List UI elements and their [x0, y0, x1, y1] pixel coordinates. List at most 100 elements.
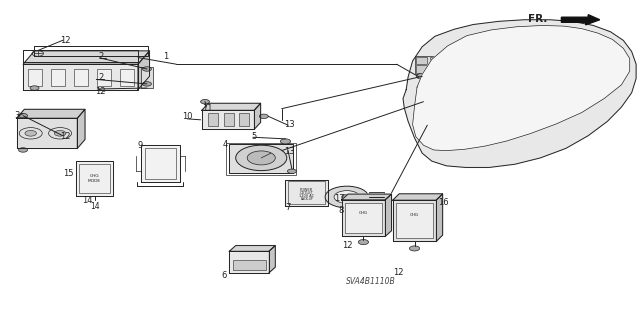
- Polygon shape: [254, 103, 260, 129]
- Text: 12: 12: [95, 87, 106, 96]
- Text: FR.: FR.: [528, 14, 547, 24]
- Text: 12: 12: [60, 36, 70, 45]
- Text: 2: 2: [99, 73, 104, 82]
- Text: OUTLET: OUTLET: [300, 190, 314, 195]
- Text: 11: 11: [202, 104, 212, 113]
- Polygon shape: [393, 200, 436, 241]
- Bar: [145, 148, 175, 179]
- Text: 15: 15: [63, 169, 74, 178]
- Bar: [79, 164, 110, 193]
- Bar: [288, 182, 325, 204]
- Text: 16: 16: [438, 198, 449, 207]
- Text: 12: 12: [393, 268, 403, 277]
- Polygon shape: [17, 109, 85, 118]
- Circle shape: [236, 145, 287, 171]
- Circle shape: [280, 139, 291, 144]
- Polygon shape: [202, 103, 260, 110]
- Bar: [141, 67, 153, 88]
- Text: POWER: POWER: [300, 188, 313, 192]
- Polygon shape: [393, 194, 443, 200]
- Text: 6: 6: [221, 271, 227, 280]
- Text: SVA4B1110B: SVA4B1110B: [346, 277, 396, 286]
- Circle shape: [259, 114, 268, 119]
- Circle shape: [342, 195, 352, 199]
- Bar: [28, 69, 42, 86]
- Bar: [369, 192, 385, 202]
- Polygon shape: [229, 251, 269, 273]
- Text: 9: 9: [138, 141, 143, 150]
- Circle shape: [422, 123, 433, 128]
- Bar: [415, 56, 440, 74]
- Bar: [226, 143, 296, 175]
- Polygon shape: [413, 26, 630, 151]
- Circle shape: [325, 186, 369, 208]
- Bar: [229, 144, 293, 173]
- Bar: [345, 203, 382, 233]
- Polygon shape: [285, 180, 328, 205]
- Polygon shape: [138, 51, 150, 90]
- Text: 13: 13: [284, 147, 294, 156]
- Polygon shape: [76, 161, 113, 196]
- Circle shape: [19, 114, 28, 118]
- Text: 4: 4: [223, 140, 228, 149]
- Bar: [430, 57, 439, 64]
- Circle shape: [419, 99, 429, 104]
- Bar: [430, 65, 439, 73]
- Circle shape: [247, 151, 275, 165]
- Circle shape: [419, 114, 451, 130]
- Polygon shape: [229, 246, 275, 251]
- Bar: [120, 69, 134, 86]
- Bar: [74, 69, 88, 86]
- Bar: [416, 57, 428, 64]
- Polygon shape: [403, 20, 636, 167]
- Circle shape: [54, 130, 66, 136]
- Text: 120V AC: 120V AC: [299, 194, 314, 198]
- Circle shape: [25, 130, 36, 136]
- Polygon shape: [385, 194, 392, 236]
- Polygon shape: [77, 109, 85, 148]
- Text: 12: 12: [342, 241, 353, 250]
- Text: 5: 5: [252, 132, 257, 141]
- Bar: [416, 65, 428, 73]
- Circle shape: [19, 148, 28, 152]
- Polygon shape: [17, 118, 77, 148]
- Text: 14: 14: [90, 202, 99, 211]
- Text: 14: 14: [83, 196, 93, 205]
- Text: 10: 10: [182, 112, 193, 121]
- Polygon shape: [269, 246, 275, 273]
- Text: 12: 12: [60, 132, 70, 141]
- Polygon shape: [23, 51, 150, 64]
- Text: 2: 2: [99, 52, 104, 61]
- Circle shape: [287, 169, 296, 174]
- Circle shape: [143, 82, 152, 86]
- Text: 8: 8: [338, 206, 343, 215]
- Polygon shape: [342, 194, 392, 200]
- Bar: [396, 203, 433, 238]
- Polygon shape: [342, 200, 385, 236]
- Circle shape: [428, 118, 443, 126]
- Circle shape: [358, 240, 369, 245]
- Circle shape: [334, 191, 360, 203]
- Text: CHG
MODE: CHG MODE: [88, 174, 101, 183]
- Text: CHG: CHG: [359, 211, 368, 215]
- Text: 7: 7: [285, 203, 291, 211]
- Text: 1: 1: [164, 52, 169, 61]
- Text: CHG: CHG: [410, 212, 419, 217]
- Polygon shape: [23, 64, 138, 90]
- Polygon shape: [561, 15, 600, 25]
- Text: 17: 17: [334, 194, 345, 203]
- Polygon shape: [436, 194, 443, 241]
- Circle shape: [30, 86, 39, 90]
- Circle shape: [143, 67, 152, 71]
- Bar: [208, 114, 218, 126]
- Circle shape: [417, 73, 428, 79]
- Bar: [51, 69, 65, 86]
- Text: BACK-UP: BACK-UP: [300, 197, 313, 201]
- Text: 13: 13: [284, 120, 294, 129]
- Polygon shape: [141, 145, 179, 182]
- Polygon shape: [202, 110, 254, 129]
- Circle shape: [200, 100, 209, 104]
- Bar: [223, 114, 234, 126]
- Bar: [97, 69, 111, 86]
- Text: 3: 3: [15, 111, 20, 120]
